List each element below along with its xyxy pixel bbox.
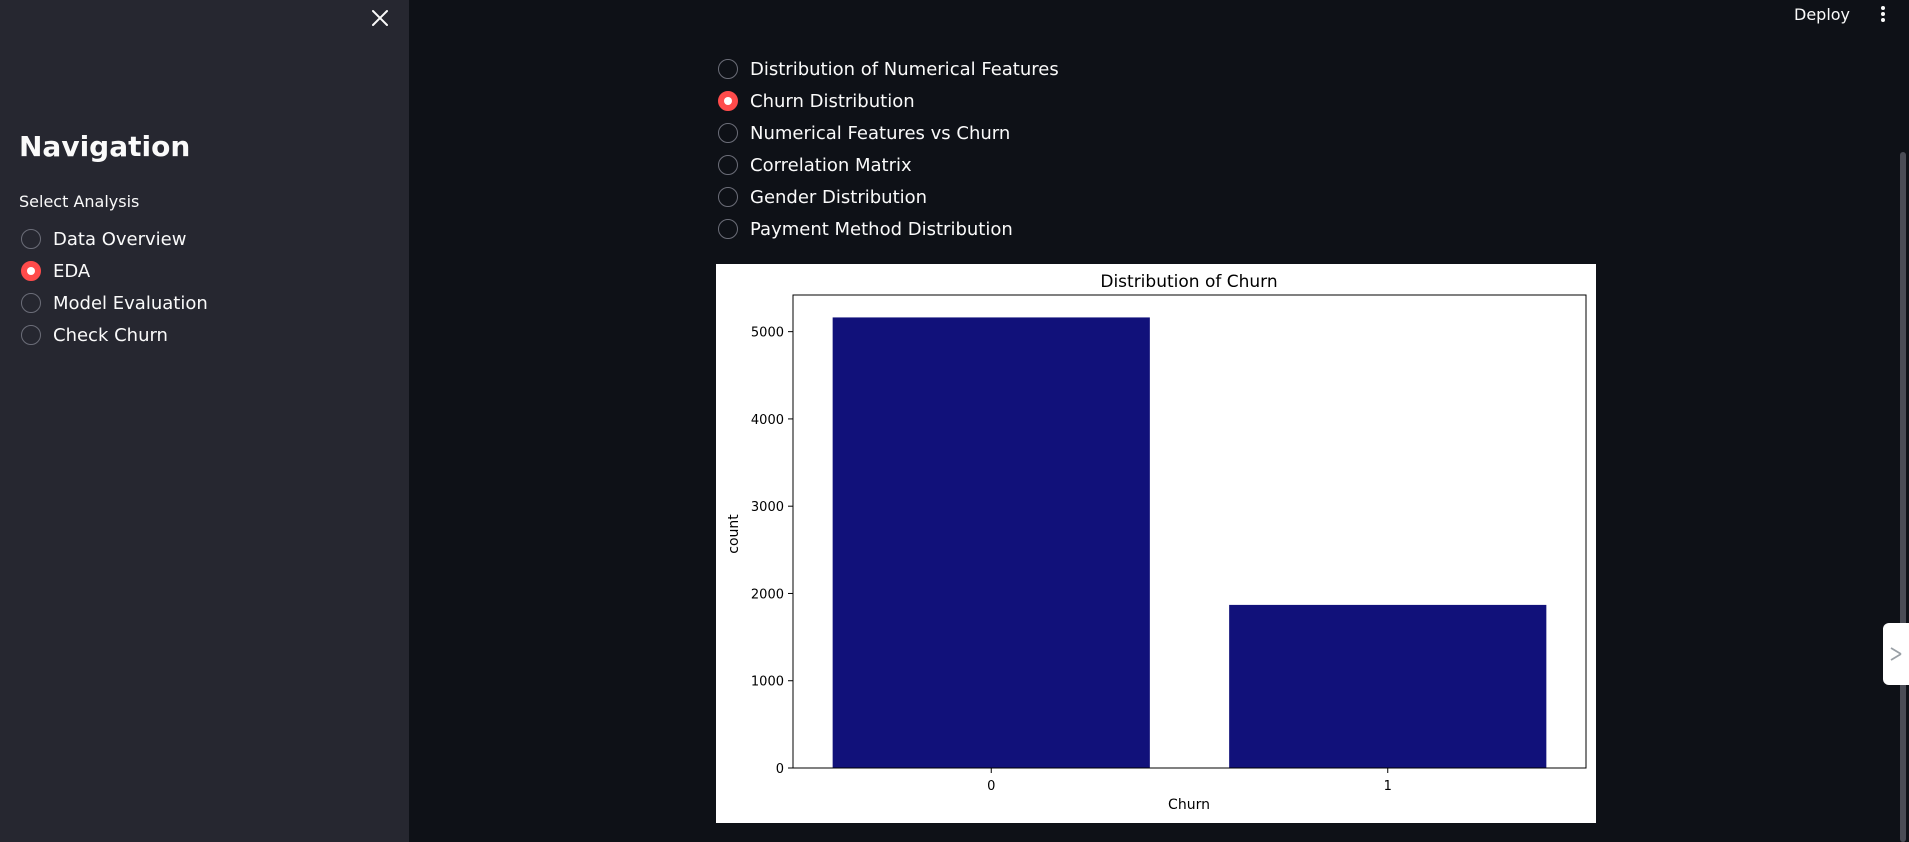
eda-option-payment-method[interactable]: Payment Method Distribution (718, 217, 1013, 241)
sidebar: Navigation Select Analysis Data Overview… (0, 0, 409, 842)
sidebar-option-label: Check Churn (53, 324, 168, 346)
y-tick-label: 3000 (751, 500, 784, 515)
close-sidebar-button[interactable] (366, 4, 394, 32)
deploy-button[interactable]: Deploy (1794, 4, 1851, 24)
churn-distribution-chart: Distribution of Churn 0 1 0 1000 2000 3000 400… (716, 264, 1596, 823)
bar-churn-1 (1229, 604, 1547, 768)
sidebar-option-label: EDA (53, 260, 91, 282)
collapse-icon (1890, 647, 1902, 661)
bar-churn-0 (832, 317, 1150, 768)
radio-button[interactable] (718, 155, 738, 175)
radio-button[interactable] (718, 187, 738, 207)
y-tick-label: 0 (776, 762, 784, 777)
y-tick-label: 4000 (751, 413, 784, 428)
sidebar-option-label: Data Overview (53, 228, 187, 250)
radio-button[interactable] (718, 123, 738, 143)
eda-option-gender-distribution[interactable]: Gender Distribution (718, 185, 927, 209)
eda-option-correlation-matrix[interactable]: Correlation Matrix (718, 153, 912, 177)
side-panel-toggle[interactable] (1883, 623, 1909, 685)
y-tick-label: 5000 (751, 326, 784, 341)
chart-svg: Distribution of Churn 0 1 0 1000 2000 3000 400… (726, 272, 1587, 813)
eda-option-label: Correlation Matrix (750, 154, 912, 176)
sidebar-option-label: Model Evaluation (53, 292, 208, 314)
radio-button[interactable] (21, 293, 41, 313)
select-analysis-label: Select Analysis (19, 192, 140, 211)
radio-button[interactable] (718, 59, 738, 79)
x-axis-label: Churn (1168, 797, 1210, 813)
x-tick-label: 1 (1384, 779, 1392, 794)
eda-option-label: Payment Method Distribution (750, 218, 1013, 240)
eda-option-label: Gender Distribution (750, 186, 928, 208)
eda-option-label: Distribution of Numerical Features (750, 58, 1059, 80)
eda-option-numerical-distribution[interactable]: Distribution of Numerical Features (718, 57, 1059, 81)
y-axis-label: count (726, 514, 742, 554)
eda-option-label: Churn Distribution (750, 90, 915, 112)
x-tick-label: 0 (987, 779, 995, 794)
sidebar-option-data-overview[interactable]: Data Overview (21, 227, 186, 251)
radio-button-selected[interactable] (21, 261, 41, 281)
eda-option-churn-distribution[interactable]: Churn Distribution (718, 89, 915, 113)
y-tick-label: 1000 (751, 675, 784, 690)
radio-button-selected[interactable] (718, 91, 738, 111)
radio-button[interactable] (21, 325, 41, 345)
vertical-ellipsis-icon (1881, 6, 1885, 22)
sidebar-option-eda[interactable]: EDA (21, 259, 90, 283)
eda-option-numerical-vs-churn[interactable]: Numerical Features vs Churn (718, 121, 1010, 145)
sidebar-title: Navigation (19, 130, 191, 163)
radio-button[interactable] (718, 219, 738, 239)
chart-title: Distribution of Churn (1100, 272, 1277, 292)
sidebar-option-model-evaluation[interactable]: Model Evaluation (21, 291, 208, 315)
main-menu-button[interactable] (1872, 2, 1894, 26)
sidebar-option-check-churn[interactable]: Check Churn (21, 323, 168, 347)
page-scrollbar[interactable] (1900, 152, 1906, 842)
close-icon (372, 10, 388, 26)
plot-frame (792, 294, 1587, 769)
eda-option-label: Numerical Features vs Churn (750, 122, 1011, 144)
radio-button[interactable] (21, 229, 41, 249)
y-tick-label: 2000 (751, 587, 784, 602)
